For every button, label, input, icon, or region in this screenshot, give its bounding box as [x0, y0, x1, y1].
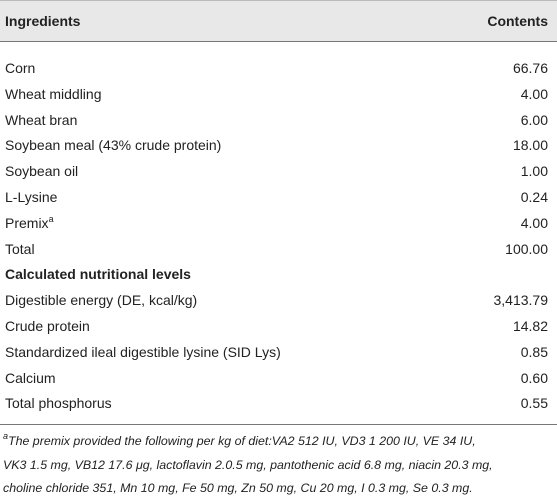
- row-value: 100.00: [505, 240, 548, 257]
- row-value: 18.00: [512, 137, 548, 154]
- bottom-rule: [0, 424, 557, 425]
- label-text: Wheat middling: [5, 85, 102, 102]
- footnote-text: The premix provided the following per kg…: [8, 434, 476, 448]
- row-value: 0.55: [520, 395, 548, 412]
- row-label: Soybean oil: [5, 162, 78, 180]
- label-text: Crude protein: [5, 318, 90, 334]
- row-label: Calcium: [5, 369, 56, 387]
- row-value: 66.76: [512, 60, 548, 76]
- row-label: Wheat middling: [5, 85, 102, 103]
- row-label: Wheat bran: [5, 111, 77, 129]
- label-text: Total phosphorus: [5, 395, 112, 412]
- row-value: 0.60: [520, 369, 548, 386]
- footnote-line: choline chloride 351, Mn 10 mg, Fe 50 mg…: [3, 480, 473, 496]
- label-text: L-Lysine: [5, 189, 58, 205]
- row-value: 14.82: [512, 318, 548, 334]
- label-text: Corn: [5, 60, 36, 76]
- row-label: Premixa: [5, 214, 54, 232]
- label-text: Wheat bran: [5, 111, 78, 128]
- row-label: Crude protein: [5, 317, 90, 335]
- label-text: Premix: [5, 214, 49, 231]
- footnote-marker: a: [48, 213, 54, 224]
- footnote-text: VK3 1.5 mg, VB12 17.6 μg, lactoflavin 2.…: [3, 457, 493, 472]
- header-band: [0, 0, 557, 42]
- row-label: Corn: [5, 59, 35, 77]
- row-label: Digestible energy (DE, kcal/kg): [5, 291, 197, 309]
- label-text: Standardized ileal digestible lysine (SI…: [5, 343, 281, 360]
- row-value: 4.00: [520, 214, 548, 231]
- section-heading: Calculated nutritional levels: [5, 265, 191, 283]
- header-cell: Contents: [487, 13, 548, 29]
- row-value: 3,413.79: [493, 292, 549, 309]
- label-text: Calcium: [5, 369, 56, 386]
- row-label: Soybean meal (43% crude protein): [5, 136, 221, 154]
- label-text: Digestible energy (DE, kcal/kg): [5, 292, 198, 309]
- header-cell: Ingredients: [5, 13, 81, 29]
- footnote-line: aThe premix provided the following per k…: [3, 431, 476, 449]
- row-value: 0.85: [520, 343, 548, 360]
- label-text: Total: [5, 240, 35, 257]
- label-text: Calculated nutritional levels: [5, 266, 191, 283]
- row-value: 0.24: [520, 189, 548, 205]
- footnote-text: choline chloride 351, Mn 10 mg, Fe 50 mg…: [3, 481, 473, 495]
- row-label: Total: [5, 240, 35, 258]
- footnote-line: VK3 1.5 mg, VB12 17.6 μg, lactoflavin 2.…: [3, 457, 493, 473]
- row-value: 4.00: [520, 85, 548, 102]
- row-label: L-Lysine: [5, 188, 57, 206]
- row-value: 1.00: [520, 163, 548, 180]
- footnote-marker: a: [3, 431, 9, 441]
- label-text: Soybean meal (43% crude protein): [5, 137, 222, 154]
- row-label: Total phosphorus: [5, 394, 112, 412]
- row-value: 6.00: [520, 111, 548, 128]
- label-text: Soybean oil: [5, 163, 79, 180]
- row-label: Standardized ileal digestible lysine (SI…: [5, 343, 281, 361]
